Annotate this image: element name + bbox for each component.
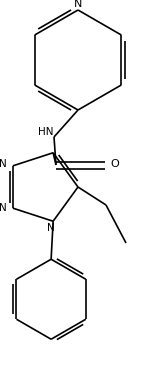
Text: N: N xyxy=(74,0,82,9)
Text: HN: HN xyxy=(38,127,54,137)
Text: O: O xyxy=(111,159,119,169)
Text: N: N xyxy=(0,203,7,213)
Text: N: N xyxy=(47,223,55,233)
Text: N: N xyxy=(0,159,7,169)
